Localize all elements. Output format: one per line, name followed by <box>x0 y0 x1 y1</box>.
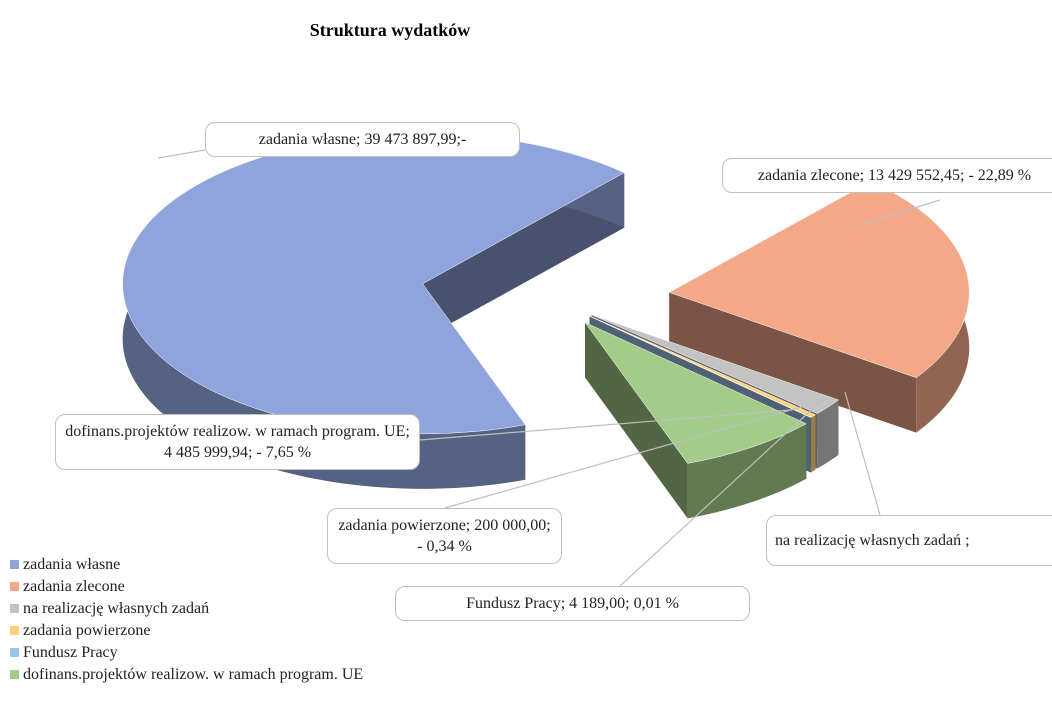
data-label: zadania zlecone; 13 429 552,45; - 22,89 … <box>722 158 1052 193</box>
legend-item: na realizację własnych zadań <box>10 600 209 618</box>
chart-title: Struktura wydatków <box>310 20 471 40</box>
leader-line <box>619 401 821 587</box>
legend-label: dofinans.projektów realizow. w ramach pr… <box>23 666 364 683</box>
slices <box>122 133 970 464</box>
leader-line <box>444 399 827 509</box>
leader-line <box>844 391 881 516</box>
legend-label: zadania własne <box>23 556 121 573</box>
legend-item: Fundusz Pracy <box>10 644 118 662</box>
legend-label: zadania powierzone <box>23 622 151 639</box>
slice <box>589 315 812 418</box>
slice-side <box>585 322 688 519</box>
legend-item: zadania własne <box>10 556 120 574</box>
slice <box>668 181 970 378</box>
legend-swatch <box>10 560 19 569</box>
data-label: zadania powierzone; 200 000,00; - 0,34 % <box>327 508 562 564</box>
slice <box>589 315 817 418</box>
leader-line <box>157 149 206 159</box>
legend-swatch <box>10 626 19 635</box>
data-label: zadania własne; 39 473 897,99;- <box>205 122 520 157</box>
slice-side <box>687 423 807 519</box>
slice <box>584 321 807 464</box>
legend-label: zadania zlecone <box>23 578 125 595</box>
slice-side <box>422 172 625 339</box>
legend-item: zadania zlecone <box>10 578 125 596</box>
data-label: Fundusz Pracy; 4 189,00; 0,01 % <box>395 586 750 621</box>
data-label: na realizację własnych zadań ; <box>766 515 1052 566</box>
leader-line <box>419 409 791 441</box>
slice-side <box>811 414 816 473</box>
legend-swatch <box>10 604 19 613</box>
slice-side <box>669 292 917 433</box>
legend-swatch <box>10 648 19 657</box>
legend-label: na realizację własnych zadań <box>23 600 210 617</box>
leader-line <box>859 199 941 226</box>
legend-label: Fundusz Pracy <box>23 644 118 661</box>
legend-item: dofinans.projektów realizow. w ramach pr… <box>10 666 363 684</box>
data-label: dofinans.projektów realizow. w ramach pr… <box>55 414 420 470</box>
legend-swatch <box>10 582 19 591</box>
legend-item: zadania powierzone <box>10 622 150 640</box>
slice-side <box>817 399 839 469</box>
legend-swatch <box>10 670 19 679</box>
slice <box>591 314 839 414</box>
